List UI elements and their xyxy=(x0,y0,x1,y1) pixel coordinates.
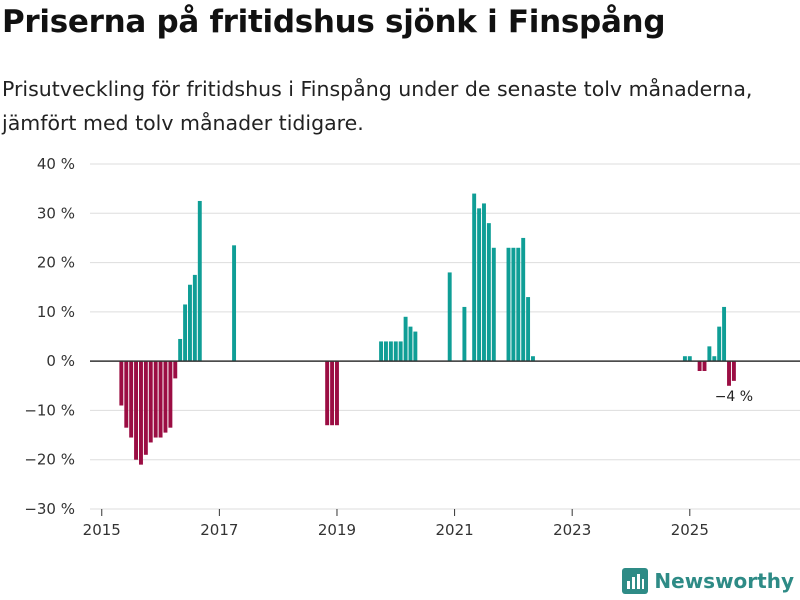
bar xyxy=(335,361,339,426)
bar xyxy=(491,247,496,362)
bar xyxy=(707,346,712,362)
y-tick-label: −20 % xyxy=(24,451,75,469)
bar xyxy=(413,331,418,362)
bar xyxy=(506,247,511,362)
chart-title: Priserna på fritidshus sjönk i Finspång xyxy=(2,4,666,40)
bar xyxy=(148,361,153,443)
bar xyxy=(388,341,393,362)
bar-chart-logo-icon xyxy=(622,568,649,594)
data-label: −4 % xyxy=(715,389,753,405)
bar xyxy=(383,341,388,362)
bar xyxy=(330,361,335,426)
bar xyxy=(403,316,408,362)
bar xyxy=(153,361,158,438)
y-tick-label: −30 % xyxy=(24,500,75,518)
bar xyxy=(119,361,124,406)
bar xyxy=(393,341,398,362)
brand-name: Newsworthy xyxy=(654,569,794,593)
bar xyxy=(143,361,148,455)
bar xyxy=(379,341,384,362)
bar xyxy=(168,361,173,428)
x-tick-label: 2025 xyxy=(671,521,709,539)
bar xyxy=(477,208,482,362)
bars xyxy=(119,193,736,465)
bar xyxy=(526,297,531,362)
x-tick-label: 2021 xyxy=(435,521,473,539)
x-tick-label: 2023 xyxy=(553,521,591,539)
y-tick-label: 40 % xyxy=(37,155,75,173)
bar xyxy=(129,361,134,438)
bar xyxy=(472,193,477,362)
chart-subtitle: Prisutveckling för fritidshus i Finspång… xyxy=(2,77,753,135)
bar xyxy=(687,356,692,362)
bar xyxy=(178,338,183,362)
bar xyxy=(722,306,727,362)
x-tick-label: 2017 xyxy=(200,521,238,539)
bar xyxy=(682,356,687,362)
bar xyxy=(232,245,237,362)
y-tick-label: 20 % xyxy=(37,254,75,272)
bar xyxy=(521,237,526,362)
bar xyxy=(731,361,736,381)
y-tick-label: 0 % xyxy=(46,352,75,370)
bar xyxy=(134,361,139,460)
bar xyxy=(727,361,731,386)
bar xyxy=(408,326,413,362)
bar xyxy=(712,356,717,362)
bar xyxy=(462,306,467,362)
x-tick-label: 2015 xyxy=(83,521,121,539)
bar xyxy=(702,361,707,371)
bar xyxy=(447,272,452,362)
bar xyxy=(717,326,722,362)
bar xyxy=(482,203,486,362)
bar xyxy=(325,361,330,426)
y-tick-label: −10 % xyxy=(24,401,75,419)
bar xyxy=(158,361,163,438)
bar xyxy=(486,223,491,362)
axes xyxy=(90,360,800,516)
bar xyxy=(697,361,702,371)
bar xyxy=(197,200,202,362)
gridlines xyxy=(90,163,800,510)
bar xyxy=(173,361,178,379)
x-tick-label: 2019 xyxy=(318,521,356,539)
bar xyxy=(511,247,516,362)
bar xyxy=(183,304,188,362)
labels: 40 % 30 % 20 % 10 % 0 % −10 % −20 % −30 % 2015 20… xyxy=(24,155,753,539)
bar xyxy=(188,284,192,362)
bar xyxy=(192,274,197,362)
bar xyxy=(139,361,143,465)
newsworthy-logo: Newsworthy xyxy=(622,568,794,594)
bar xyxy=(398,341,403,362)
y-tick-label: 30 % xyxy=(37,204,75,222)
bar xyxy=(516,247,521,362)
bar xyxy=(531,356,535,362)
bar xyxy=(124,361,129,428)
bar xyxy=(163,361,168,433)
y-tick-label: 10 % xyxy=(37,303,75,321)
